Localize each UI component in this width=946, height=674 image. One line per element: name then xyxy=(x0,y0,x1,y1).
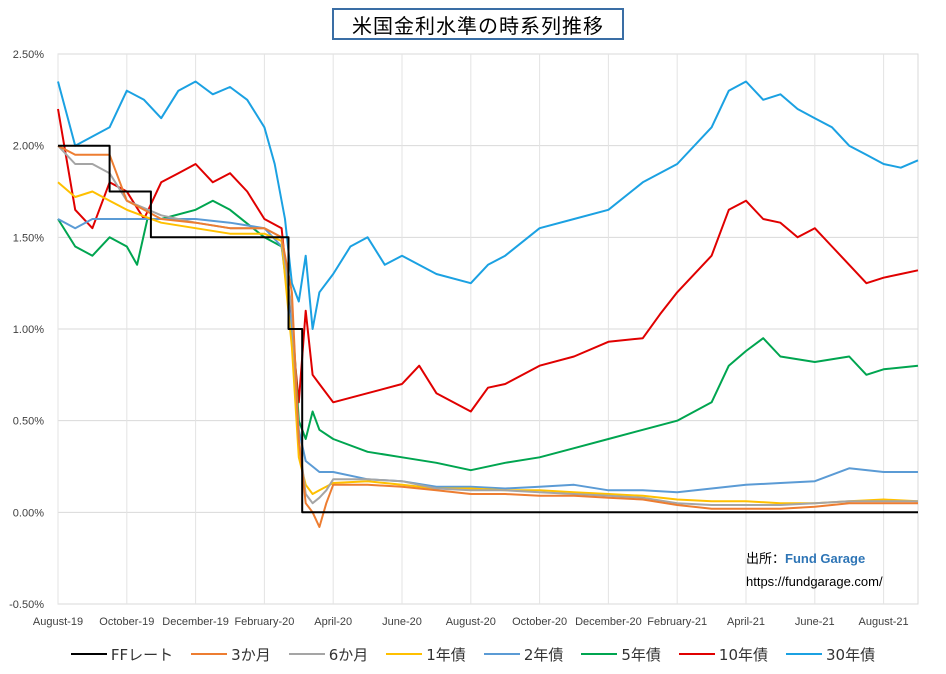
legend-swatch xyxy=(678,653,715,655)
legend-item: 1年債 xyxy=(386,644,466,665)
source-name: Fund Garage xyxy=(785,551,866,566)
legend-swatch xyxy=(581,653,618,655)
x-tick-label: June-21 xyxy=(795,616,835,628)
y-tick-label: 2.50% xyxy=(13,49,44,61)
line-chart: -0.50% 0.00% 0.50% 1.00% 1.50% 2.00% 2.50% Augu… xyxy=(9,49,919,628)
x-tick-label: April-20 xyxy=(314,616,352,628)
y-tick-label: 1.50% xyxy=(13,232,44,244)
x-tick-label: February-21 xyxy=(647,616,707,628)
x-tick-label: February-20 xyxy=(234,616,294,628)
source-url: https://fundgarage.com/ xyxy=(746,574,883,589)
chart-title-box: 米国金利水準の時系列推移 xyxy=(332,8,624,40)
legend-label: 5年債 xyxy=(621,645,661,664)
series-line-6 xyxy=(57,108,919,413)
chart-title: 米国金利水準の時系列推移 xyxy=(352,13,604,38)
y-tick-label: 2.00% xyxy=(13,141,44,153)
legend-item: FFレート xyxy=(70,644,174,665)
x-tick-label: August-19 xyxy=(33,616,83,628)
chart-legend: FFレート 3か月 6か月 1年債 2年債 5年債 10年債 30年債 xyxy=(0,640,946,668)
legend-swatch xyxy=(70,653,107,655)
legend-swatch xyxy=(483,653,520,655)
legend-item: 10年債 xyxy=(678,644,768,665)
series-line-7 xyxy=(57,80,919,330)
legend-swatch xyxy=(786,653,822,655)
x-tick-label: October-19 xyxy=(99,616,154,628)
series-line-2 xyxy=(57,145,918,506)
x-tick-label: December-20 xyxy=(575,616,642,628)
source-note: 出所：Fund Garage https://fundgarage.com/ xyxy=(746,548,883,593)
x-tick-label: October-20 xyxy=(512,616,567,628)
legend-label: 6か月 xyxy=(328,645,369,664)
legend-label: 30年債 xyxy=(826,645,876,664)
legend-label: 2年債 xyxy=(523,645,564,664)
x-tick-label: June-20 xyxy=(382,616,422,628)
y-tick-label: 0.00% xyxy=(13,507,44,519)
series-line-0 xyxy=(58,144,918,514)
y-tick-label: -0.50% xyxy=(9,599,44,611)
legend-swatch xyxy=(288,653,325,655)
legend-label: 1年債 xyxy=(426,645,466,664)
legend-item: 3か月 xyxy=(191,644,271,665)
legend-swatch xyxy=(386,653,423,655)
legend-label: 10年債 xyxy=(718,645,768,664)
x-tick-label: December-19 xyxy=(162,616,229,628)
legend-item: 6か月 xyxy=(288,644,369,665)
x-tick-label: August-20 xyxy=(446,616,496,628)
x-tick-label: April-21 xyxy=(727,616,765,628)
legend-item: 30年債 xyxy=(786,644,875,665)
series-line-1 xyxy=(57,144,918,528)
legend-label: 3か月 xyxy=(231,645,271,664)
source-label: 出所： xyxy=(746,552,786,567)
y-tick-label: 1.00% xyxy=(13,324,44,336)
series-line-3 xyxy=(57,181,919,505)
legend-swatch xyxy=(191,653,228,655)
legend-item: 2年債 xyxy=(483,644,564,665)
x-tick-label: August-21 xyxy=(859,616,909,628)
legend-label: FFレート xyxy=(110,645,174,664)
y-tick-label: 0.50% xyxy=(13,416,44,428)
legend-item: 5年債 xyxy=(581,644,661,665)
